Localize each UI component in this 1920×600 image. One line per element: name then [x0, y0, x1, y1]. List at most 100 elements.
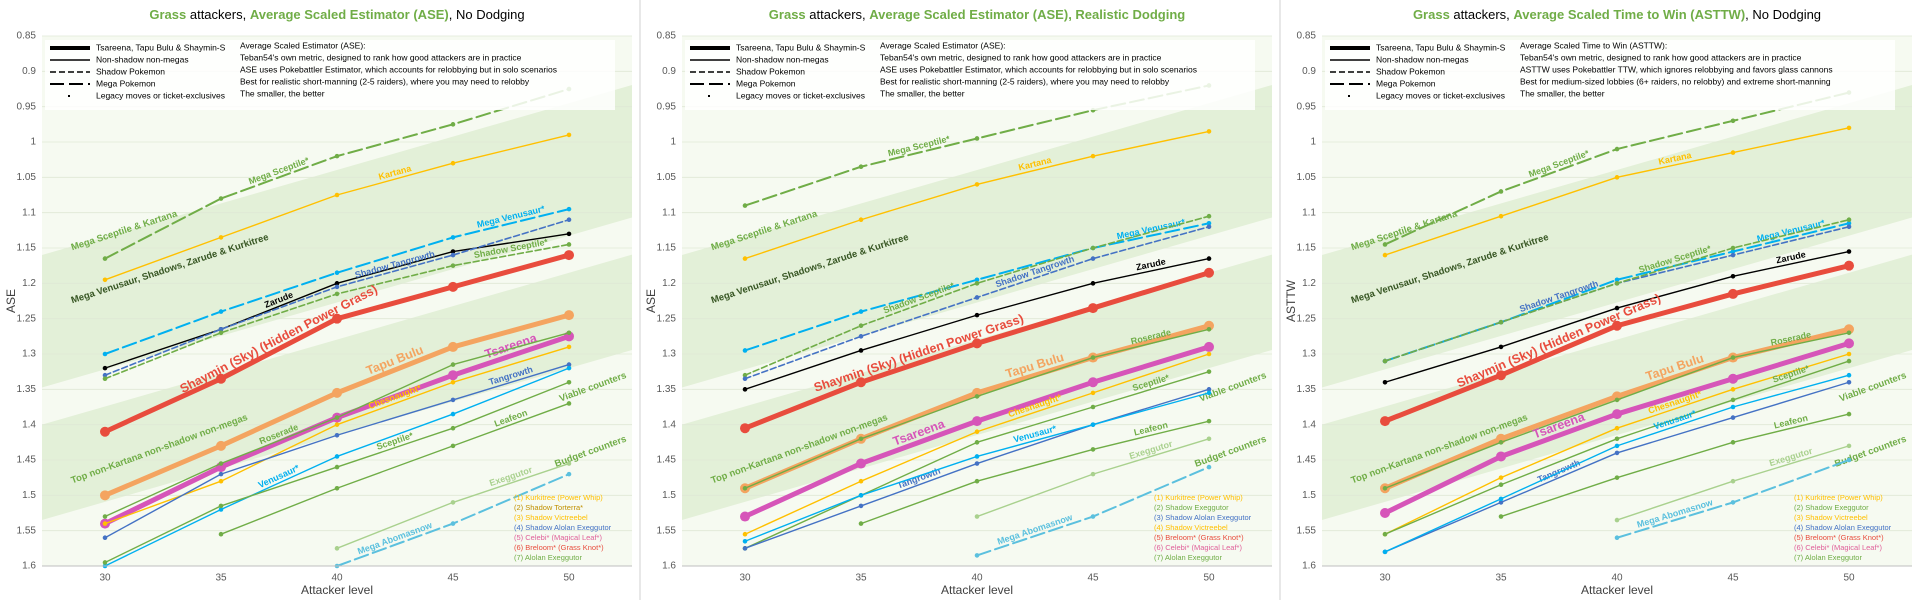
- title-part: Grass: [149, 7, 186, 22]
- data-point: [102, 560, 108, 565]
- data-point: [1614, 535, 1620, 541]
- data-point: [566, 461, 572, 466]
- data-point: [102, 351, 108, 357]
- note: Average Scaled Estimator (ASE):: [240, 40, 366, 50]
- data-point: [1382, 242, 1388, 247]
- data-point: [1846, 125, 1852, 131]
- data-point: [742, 348, 748, 353]
- legend-label: Legacy moves or ticket-exclusives: [96, 90, 225, 100]
- y-tick-label: 0.9: [22, 66, 36, 77]
- legend-box: [685, 40, 1255, 110]
- data-point: [450, 411, 456, 417]
- data-point: [102, 376, 108, 382]
- plot-clip-top: [42, 0, 632, 36]
- y-tick-label: 0.9: [1302, 66, 1316, 77]
- data-point: [334, 432, 340, 438]
- x-tick-label: 35: [1495, 573, 1507, 584]
- data-point: [1730, 404, 1736, 410]
- data-point: [216, 440, 226, 451]
- data-point: [1090, 245, 1096, 251]
- footnote: (6) Breloom* (Grass Knot*): [514, 543, 604, 552]
- data-point: [448, 341, 458, 352]
- data-point: [1206, 256, 1212, 261]
- data-point: [1846, 217, 1852, 223]
- data-point: [1730, 249, 1736, 254]
- data-point: [334, 270, 340, 276]
- x-tick-label: 35: [215, 573, 227, 584]
- data-point: [1614, 146, 1620, 152]
- data-point: [1614, 397, 1620, 403]
- data-point: [1614, 436, 1620, 442]
- data-point: [1206, 387, 1212, 392]
- data-point: [218, 503, 224, 509]
- data-point: [1206, 326, 1212, 332]
- legend-label: Shadow Pokemon: [736, 66, 805, 76]
- chart-title: Grass attackers, Average Scaled Estimato…: [149, 7, 524, 22]
- y-tick-label: 0.85: [17, 31, 37, 42]
- x-tick-label: 40: [331, 573, 343, 584]
- data-point: [1612, 409, 1622, 420]
- data-point: [102, 365, 108, 371]
- data-point: [742, 387, 748, 392]
- data-point: [1614, 443, 1620, 449]
- x-axis-title: Attacker level: [301, 583, 373, 597]
- y-tick-label: 1.55: [657, 525, 677, 536]
- data-point: [1498, 189, 1504, 194]
- plot-clip-bottom: [1322, 566, 1912, 600]
- data-point: [334, 415, 340, 420]
- data-point: [740, 511, 750, 522]
- data-point: [1088, 303, 1098, 314]
- data-point: [218, 309, 224, 314]
- y-tick-label: 1: [1310, 137, 1316, 148]
- data-point: [858, 323, 864, 329]
- data-point: [450, 397, 456, 403]
- x-tick-label: 30: [739, 573, 751, 584]
- data-point: [102, 521, 108, 526]
- y-tick-label: 1.45: [657, 455, 677, 466]
- panel: Grass attackers, Average Scaled Estimato…: [644, 0, 1272, 600]
- y-tick-label: 1.15: [17, 243, 37, 254]
- data-point: [1844, 260, 1854, 271]
- y-tick-label: 1.3: [662, 349, 676, 360]
- tier-band: [1322, 85, 1912, 388]
- data-point: [1846, 457, 1852, 463]
- data-point: [102, 256, 108, 261]
- data-point: [1382, 252, 1388, 258]
- data-point: [448, 370, 458, 381]
- y-tick-label: 1.4: [22, 419, 36, 430]
- legend-box: [45, 40, 615, 110]
- data-point: [566, 206, 572, 212]
- footnote: (4) Shadow Alolan Exeggutor: [1794, 523, 1892, 532]
- data-point: [1614, 475, 1620, 480]
- data-point: [1498, 344, 1504, 350]
- data-point: [1380, 416, 1390, 427]
- data-point: [858, 521, 864, 526]
- data-point: [1090, 422, 1096, 427]
- data-point: [1730, 355, 1736, 360]
- y-tick-label: 0.85: [1297, 31, 1317, 42]
- y-tick-label: 1.35: [17, 384, 37, 395]
- y-tick-label: 1.6: [1302, 561, 1316, 572]
- footnote: (7) Alolan Exeggutor: [1794, 553, 1862, 562]
- data-point: [1090, 256, 1096, 261]
- y-tick-label: 1.15: [1297, 243, 1317, 254]
- x-tick-label: 50: [1843, 573, 1855, 584]
- data-point: [334, 485, 340, 491]
- footnote: (2) Shadow Torterra*: [514, 503, 583, 512]
- footnote: (3) Shadow Victreebel: [1794, 513, 1868, 522]
- y-tick-label: 1.45: [17, 455, 37, 466]
- footnote: (6) Celebi* (Magical Leaf*): [1794, 543, 1882, 552]
- data-point: [1846, 224, 1852, 230]
- data-point: [742, 203, 748, 208]
- tier-band: [682, 85, 1272, 388]
- note: Average Scaled Estimator (ASE):: [880, 40, 1006, 50]
- title-part: , No Dodging: [449, 7, 525, 22]
- data-point: [858, 503, 864, 509]
- data-point: [1090, 390, 1096, 396]
- y-tick-label: 1.5: [22, 490, 36, 501]
- y-tick-label: 1.25: [17, 313, 37, 324]
- y-tick-label: 1: [30, 137, 36, 148]
- note: Best for realistic short-manning (2-5 ra…: [240, 76, 530, 86]
- data-point: [1090, 404, 1096, 410]
